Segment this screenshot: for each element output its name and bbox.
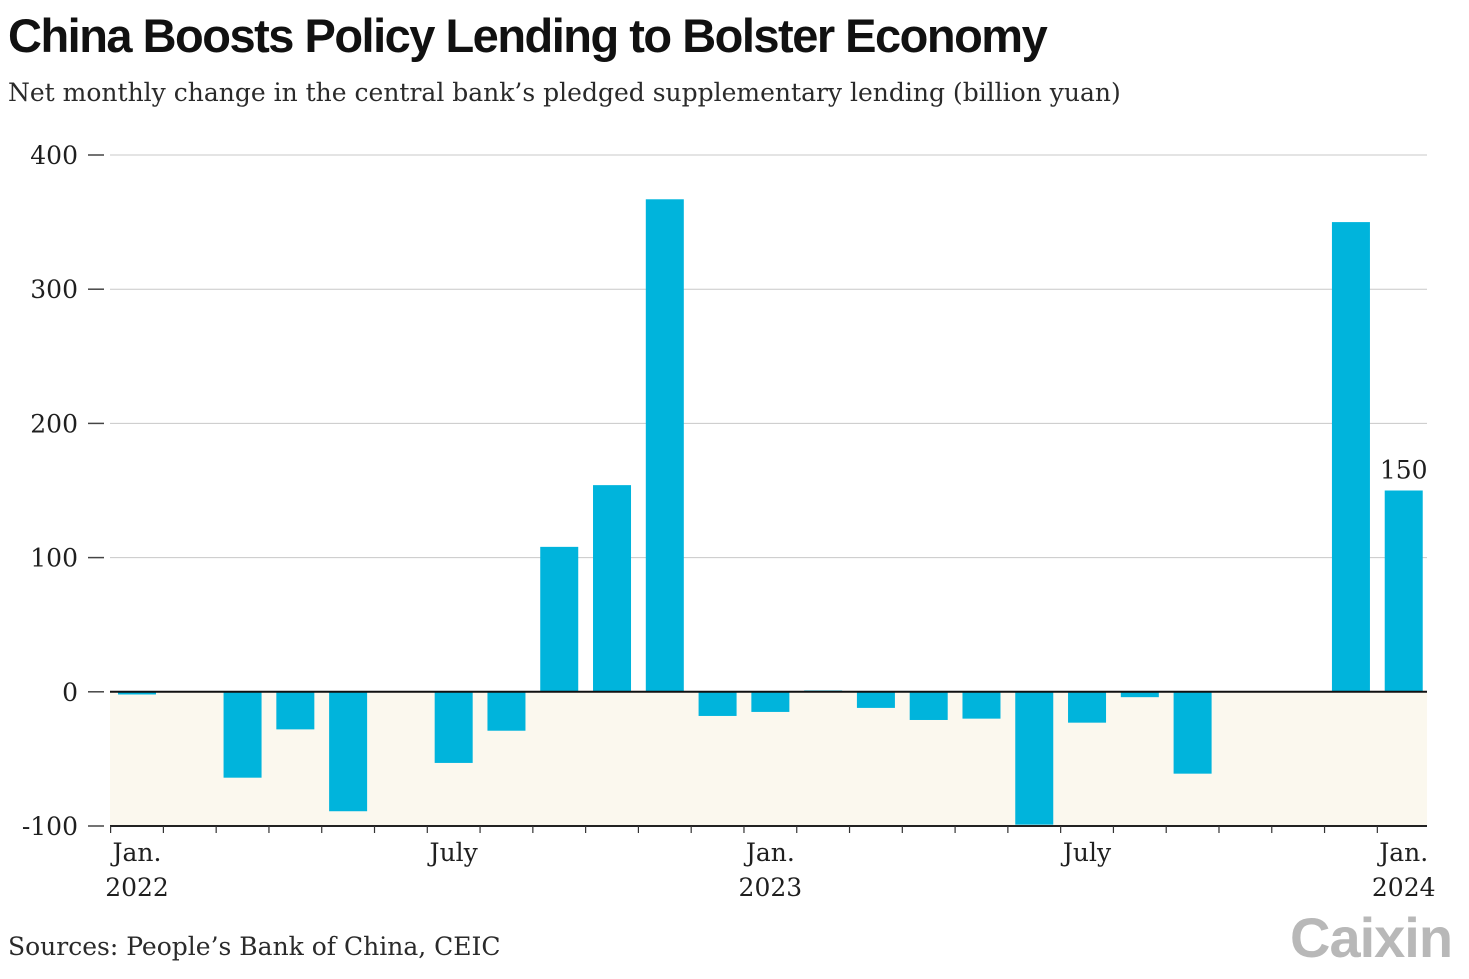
bar-2022-07 — [434, 691, 473, 763]
x-tick-label: Jan. — [1376, 838, 1428, 867]
bar-2023-08 — [1120, 691, 1159, 698]
bar-2023-03 — [856, 691, 895, 708]
bar-2022-01 — [118, 691, 156, 695]
y-tick-label: 300 — [30, 275, 78, 304]
bar-2022-05 — [329, 691, 368, 812]
x-tick-label: Jan. — [110, 838, 162, 867]
x-tick-label: July — [427, 838, 479, 867]
data-label-2024-01: 150 — [1380, 456, 1428, 485]
bar-2023-07 — [1068, 691, 1107, 723]
bar-2023-01 — [751, 691, 790, 712]
chart-title: China Boosts Policy Lending to Bolster E… — [8, 9, 1048, 62]
chart-subtitle: Net monthly change in the central bank’s… — [8, 78, 1121, 107]
bar-2023-05 — [962, 691, 1001, 719]
bar-2023-12 — [1331, 222, 1370, 692]
y-tick-label: 200 — [30, 409, 78, 438]
bar-2023-09 — [1173, 691, 1212, 774]
bar-2022-11 — [645, 199, 684, 692]
y-tick-label: 0 — [62, 678, 78, 707]
y-tick-label: 100 — [30, 544, 78, 573]
bar-2023-04 — [909, 691, 948, 720]
bar-2022-08 — [487, 691, 526, 731]
x-tick-label: July — [1060, 838, 1112, 867]
x-tick-label: 2022 — [105, 873, 169, 902]
bar-2022-12 — [698, 691, 737, 716]
bar-2023-06 — [1015, 691, 1054, 825]
bar-2022-04 — [276, 691, 315, 730]
bar-2024-01 — [1384, 490, 1423, 692]
bar-2022-09 — [540, 546, 579, 692]
bar-2022-03 — [223, 691, 262, 778]
x-tick-label: 2023 — [739, 873, 803, 902]
y-tick-label: 400 — [30, 141, 78, 170]
y-tick-label: -100 — [22, 812, 78, 841]
x-tick-label: Jan. — [743, 838, 795, 867]
bar-2022-10 — [593, 485, 632, 692]
x-tick-label: 2024 — [1372, 873, 1436, 902]
source-note: Sources: People’s Bank of China, CEIC — [8, 932, 501, 961]
caixin-logo: Caixin — [1290, 906, 1453, 969]
